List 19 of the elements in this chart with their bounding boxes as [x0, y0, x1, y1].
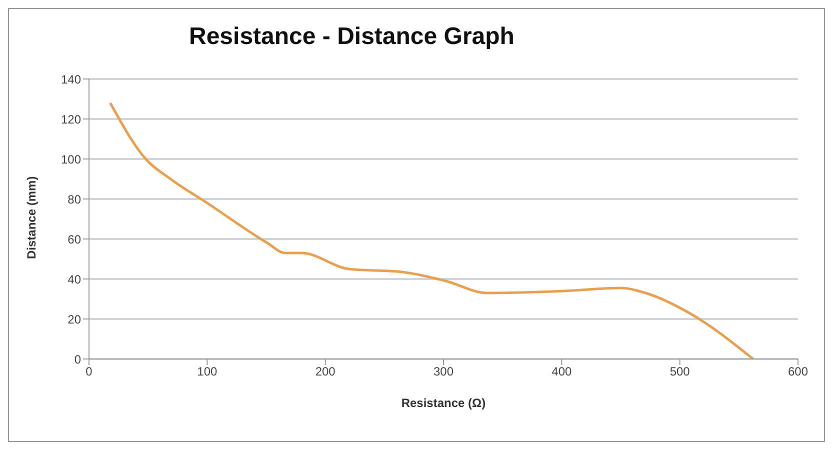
y-tick-label: 120 [60, 112, 82, 126]
line-series [109, 102, 754, 359]
x-tick-label: 600 [788, 364, 808, 379]
y-tick-label: 0 [74, 352, 82, 366]
y-tick-label: 60 [68, 232, 82, 246]
y-tick-label: 80 [68, 192, 82, 206]
x-tick-label: 500 [670, 364, 690, 379]
y-axis-title: Distance (mm) [24, 176, 38, 259]
chart-title: Resistance - Distance Graph [189, 23, 514, 51]
y-tick-label: 20 [68, 312, 82, 326]
x-tick-label: 400 [552, 364, 572, 379]
y-tick-label: 40 [68, 272, 82, 286]
y-tick-label: 100 [60, 152, 82, 166]
x-tick-label: 0 [86, 364, 93, 379]
x-tick-label: 100 [197, 364, 218, 379]
y-tick-label: 140 [60, 72, 82, 86]
x-tick-label: 200 [315, 364, 336, 379]
x-axis-title: Resistance (Ω) [401, 396, 486, 410]
x-tick-label: 300 [433, 364, 454, 379]
